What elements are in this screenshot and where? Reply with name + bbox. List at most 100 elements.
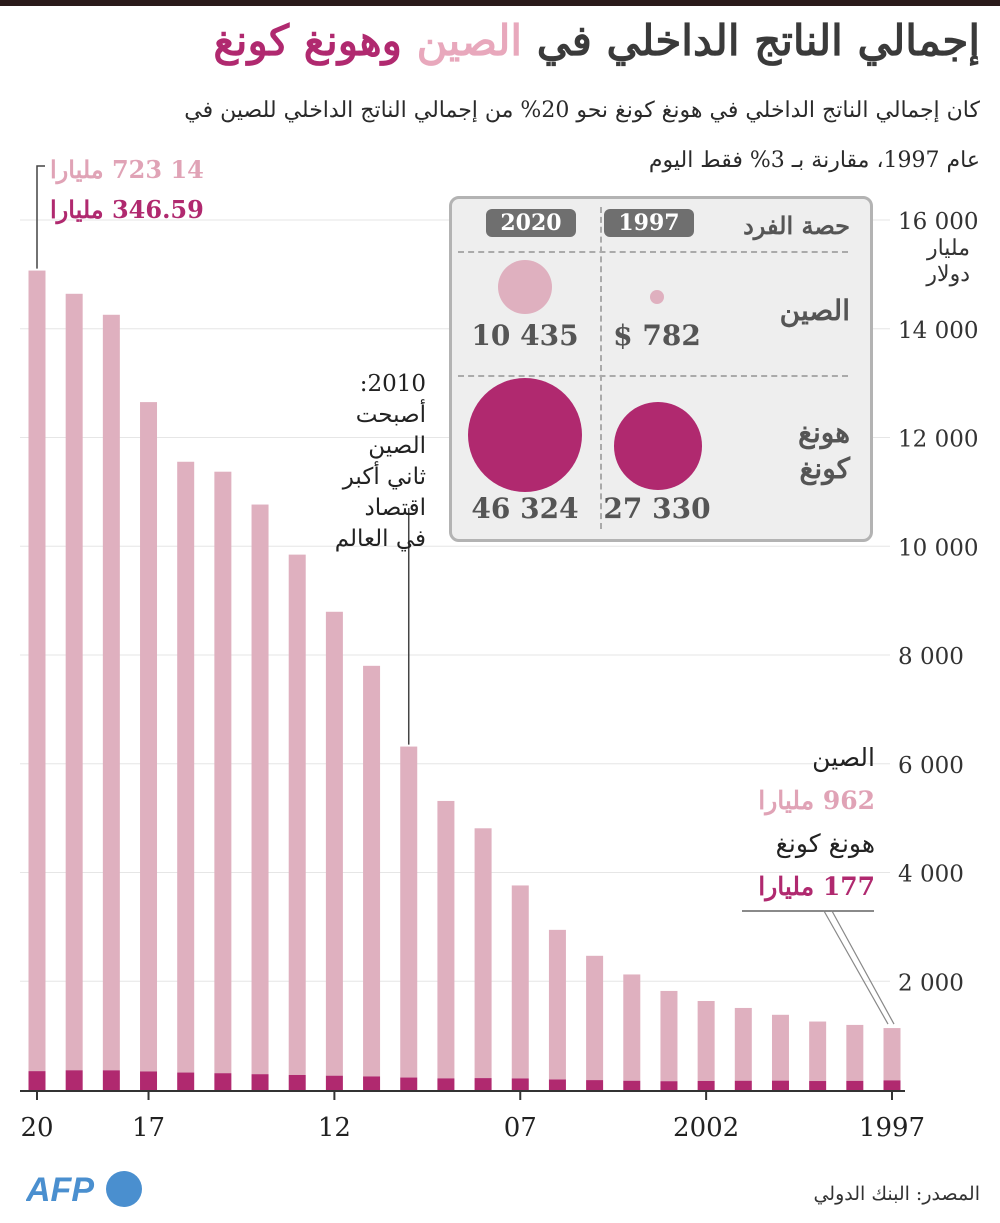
- hongkong-bar: [251, 1074, 269, 1090]
- annotation-china-label: الصين: [812, 743, 875, 772]
- china-bar: [586, 955, 604, 1081]
- china-bar: [400, 746, 418, 1078]
- top-bar: [0, 0, 1000, 6]
- row-label-hongkong: هونغ كونغ: [798, 416, 850, 485]
- china-bar: [140, 402, 158, 1072]
- china-bar: [251, 504, 269, 1075]
- china-bar: [697, 1000, 715, 1081]
- hongkong-bar: [809, 1081, 827, 1090]
- china-bar: [511, 885, 529, 1079]
- y-tick-label: 6 000: [898, 753, 964, 779]
- per-capita-panel: حصة الفرد 1997 2020 الصين $ 782 10 435 ه…: [449, 196, 873, 542]
- x-tick-label: 1997: [859, 1113, 925, 1143]
- note-line-2: ثاني أكبر اقتصاد: [342, 464, 426, 521]
- hongkong-bar: [325, 1075, 343, 1090]
- year-tag-2020: 2020: [486, 209, 576, 237]
- hongkong-bar: [65, 1070, 83, 1090]
- hongkong-bar: [734, 1080, 752, 1090]
- china-bar: [65, 293, 83, 1071]
- hongkong-bar: [548, 1079, 566, 1090]
- hongkong-bar: [660, 1081, 678, 1090]
- annotation-leader-1997: [831, 910, 895, 1025]
- china-bar: [474, 828, 492, 1079]
- china-1997-circle: [649, 289, 665, 305]
- hongkong-bar: [883, 1080, 901, 1090]
- annotation-hk-1997: 177 مليارا: [758, 872, 875, 901]
- x-tick-label: 2002: [673, 1113, 739, 1143]
- hongkong-bar: [697, 1080, 715, 1090]
- note-line-1: أصبحت الصين: [355, 402, 426, 459]
- hongkong-bar: [623, 1080, 641, 1090]
- china-2020-circle: [497, 259, 553, 315]
- china-1997-value: $ 782: [613, 319, 701, 352]
- hongkong-1997-value: 27 330: [603, 492, 711, 525]
- x-tick-label: 17: [132, 1113, 165, 1143]
- hongkong-bar: [771, 1080, 789, 1090]
- afp-logo: AFP: [25, 1168, 146, 1212]
- y-axis-unit: مليار دولار: [926, 236, 970, 287]
- annotation-hk-2020: 346.59 مليارا: [50, 195, 204, 224]
- title-hongkong: هونغ كونغ: [213, 16, 382, 65]
- hongkong-bar: [363, 1076, 381, 1090]
- china-bar: [177, 461, 195, 1073]
- hongkong-2020-value: 46 324: [471, 492, 579, 525]
- china-bar: [846, 1024, 864, 1081]
- china-bar: [883, 1028, 901, 1081]
- hongkong-1997-circle: [614, 402, 702, 490]
- x-tick-label: 20: [20, 1113, 53, 1143]
- annotation-2010: 2010: أصبحت الصين ثاني أكبر اقتصاد في ال…: [300, 369, 426, 555]
- y-tick-label: 14 000: [898, 318, 978, 344]
- hongkong-bar: [474, 1078, 492, 1090]
- china-bar: [771, 1014, 789, 1081]
- panel-header: حصة الفرد: [743, 211, 850, 240]
- note-line-3: في العالم: [334, 526, 426, 552]
- annotation-1997: الصين 962 مليارا هونغ كونغ 177 مليارا: [758, 736, 875, 908]
- china-bar: [623, 974, 641, 1081]
- hongkong-bar: [511, 1078, 529, 1090]
- annotation-hk-label: هونغ كونغ: [775, 829, 875, 858]
- annotation-china-2020: 14 723 مليارا: [50, 155, 204, 184]
- chart-subtitle: كان إجمالي الناتج الداخلي في هونغ كونغ ن…: [184, 98, 980, 173]
- china-bar: [214, 471, 232, 1074]
- hongkong-2020-circle: [468, 378, 582, 492]
- hongkong-bar: [288, 1074, 306, 1090]
- hongkong-bar: [102, 1070, 120, 1090]
- china-2020-value: 10 435: [471, 319, 579, 352]
- panel-divider: [458, 251, 848, 253]
- china-bar: [325, 611, 343, 1076]
- hongkong-bar: [586, 1080, 604, 1090]
- y-tick-label: 16 000: [898, 209, 978, 235]
- hongkong-bar: [214, 1073, 232, 1090]
- title-china: الصين: [416, 16, 523, 65]
- year-tag-1997: 1997: [604, 209, 694, 237]
- hongkong-bar: [177, 1072, 195, 1090]
- annotation-china-1997: 962 مليارا: [758, 786, 875, 815]
- note-year: 2010:: [359, 371, 426, 397]
- china-bar: [28, 270, 46, 1072]
- china-bar: [437, 800, 455, 1079]
- title-and: و: [381, 16, 417, 65]
- hongkong-bar: [437, 1078, 455, 1090]
- y-tick-label: 4 000: [898, 862, 964, 888]
- x-tick-label: 07: [504, 1113, 537, 1143]
- x-tick-label: 12: [318, 1113, 351, 1143]
- china-bar: [809, 1021, 827, 1082]
- annotation-leader-2020: [36, 165, 45, 269]
- panel-divider: [600, 207, 602, 529]
- china-bar: [660, 990, 678, 1082]
- hongkong-bar: [400, 1077, 418, 1090]
- china-bar: [102, 314, 120, 1071]
- hongkong-bar: [846, 1080, 864, 1090]
- hongkong-bar: [28, 1071, 46, 1090]
- annotation-leader-1997: [823, 910, 889, 1025]
- hongkong-bar: [140, 1071, 158, 1090]
- china-bar: [548, 929, 566, 1080]
- china-bar: [363, 665, 381, 1077]
- panel-divider: [458, 375, 848, 377]
- row-label-china: الصين: [779, 294, 850, 327]
- title-part-1: إجمالي الناتج الداخلي في: [522, 16, 980, 65]
- chart-title: إجمالي الناتج الداخلي في الصين وهونغ كون…: [213, 16, 980, 65]
- afp-logo-text: AFP: [26, 1171, 94, 1208]
- source-note: المصدر: البنك الدولي: [813, 1183, 980, 1205]
